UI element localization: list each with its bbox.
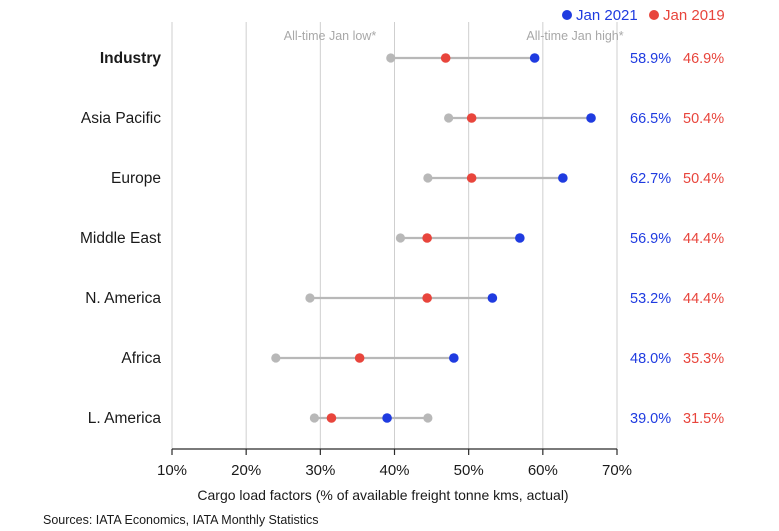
legend-label-jan-2019: Jan 2019 <box>663 7 725 24</box>
all-time-high-header: All-time Jan high* <box>526 29 623 43</box>
x-tick-label: 20% <box>231 462 261 479</box>
legend-label-jan-2021: Jan 2021 <box>576 7 638 24</box>
jan-2019-value-industry: 46.9% <box>683 51 724 67</box>
jan-2019-point-europe <box>466 173 477 183</box>
jan-2021-value-asia-pacific: 66.5% <box>630 111 671 127</box>
data-points <box>271 53 596 423</box>
jan-2019-point-n-america <box>422 293 432 303</box>
category-label-asia-pacific: Asia Pacific <box>81 110 161 127</box>
jan-2021-point-asia-pacific <box>586 113 596 123</box>
all-time-low-point-africa <box>271 353 281 363</box>
x-tick-label: 10% <box>157 462 187 479</box>
category-label-industry: Industry <box>100 50 162 67</box>
range-lines <box>275 56 592 420</box>
jan-2019-point-middle-east <box>422 233 432 243</box>
category-label-middle-east: Middle East <box>80 230 162 247</box>
jan-2021-point-africa <box>449 353 459 363</box>
all-time-low-point-l-america <box>309 413 319 423</box>
jan-2021-value-middle-east: 56.9% <box>630 231 671 247</box>
jan-2019-point-industry <box>440 53 451 63</box>
all-time-low-point-middle-east <box>395 233 406 243</box>
all-time-low-point-asia-pacific <box>444 113 454 123</box>
jan-2019-value-europe: 50.4% <box>683 171 724 187</box>
jan-2021-value-n-america: 53.2% <box>630 291 671 307</box>
all-time-high-point-l-america <box>423 413 433 423</box>
jan-2019-value-asia-pacific: 50.4% <box>683 111 724 127</box>
legend: Jan 2021 Jan 2019 <box>562 7 725 24</box>
all-time-low-point-europe <box>423 173 433 183</box>
jan-2019-value-n-america: 44.4% <box>683 291 724 307</box>
x-tick-label: 50% <box>454 462 484 479</box>
jan-2019-point-asia-pacific <box>466 113 477 123</box>
category-label-l-america: L. America <box>88 410 162 427</box>
legend-marker-jan-2021 <box>562 10 572 20</box>
jan-2021-point-europe <box>558 173 568 183</box>
x-tick-label: 30% <box>305 462 335 479</box>
jan-2019-value-middle-east: 44.4% <box>683 231 724 247</box>
category-label-n-america: N. America <box>85 290 161 307</box>
all-time-low-header: All-time Jan low* <box>284 29 377 43</box>
x-tick-label: 70% <box>602 462 632 479</box>
jan-2021-value-l-america: 39.0% <box>630 411 671 427</box>
all-time-low-point-industry <box>386 53 396 63</box>
x-tick-label: 40% <box>379 462 409 479</box>
jan-2019-point-africa <box>354 353 365 363</box>
category-label-europe: Europe <box>111 170 161 187</box>
jan-2021-point-middle-east <box>515 233 525 243</box>
jan-2021-value-industry: 58.9% <box>630 51 671 67</box>
legend-marker-jan-2019 <box>649 10 659 20</box>
jan-2021-value-africa: 48.0% <box>630 351 671 367</box>
category-label-africa: Africa <box>121 350 161 367</box>
x-axis-ticks: 10% 20% 30% 40% 50% 60% 70% <box>157 449 632 479</box>
jan-2021-point-l-america <box>382 413 392 423</box>
jan-2019-point-l-america <box>326 413 337 423</box>
gridlines <box>171 22 618 449</box>
jan-2019-value-africa: 35.3% <box>683 351 724 367</box>
category-labels: Industry Asia Pacific Europe Middle East N. … <box>80 50 162 427</box>
x-axis-title: Cargo load factors (% of available freig… <box>197 487 568 503</box>
jan-2021-point-n-america <box>487 293 498 303</box>
x-tick-label: 60% <box>528 462 558 479</box>
source-note: Sources: IATA Economics, IATA Monthly St… <box>43 513 319 527</box>
value-labels: 58.9% 46.9% 66.5% 50.4% 62.7% 50.4% 56.9% 44.4%… <box>630 51 724 427</box>
jan-2021-value-europe: 62.7% <box>630 171 671 187</box>
all-time-low-point-n-america <box>305 293 315 303</box>
jan-2019-value-l-america: 31.5% <box>683 411 724 427</box>
jan-2021-point-industry <box>529 53 540 63</box>
